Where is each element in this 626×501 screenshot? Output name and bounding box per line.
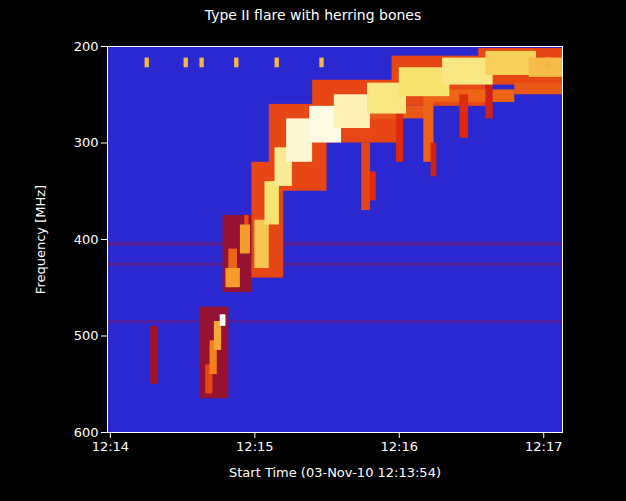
- svg-text:12:14: 12:14: [92, 439, 129, 454]
- svg-text:12:15: 12:15: [236, 439, 273, 454]
- svg-text:Frequency [MHz]: Frequency [MHz]: [33, 185, 48, 294]
- svg-text:500: 500: [74, 328, 99, 343]
- svg-text:200: 200: [74, 39, 99, 54]
- svg-text:300: 300: [74, 135, 99, 150]
- svg-text:Start Time (03-Nov-10 12:13:54: Start Time (03-Nov-10 12:13:54): [229, 465, 441, 480]
- svg-text:600: 600: [74, 425, 99, 440]
- svg-text:12:16: 12:16: [381, 439, 418, 454]
- html-text:Type II flare with herring bon: Type II flare with herring bones: [204, 7, 422, 23]
- svg-text:400: 400: [74, 232, 99, 247]
- svg-text:12:17: 12:17: [525, 439, 562, 454]
